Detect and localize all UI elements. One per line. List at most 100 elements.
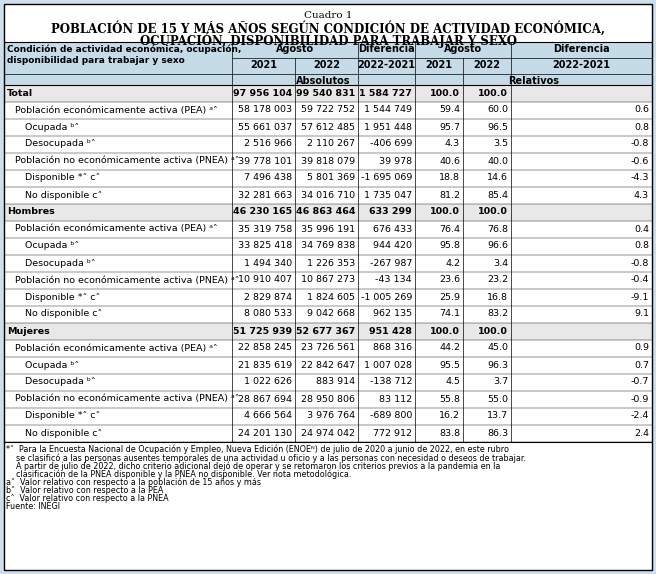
Text: Disponible *˄ c˄: Disponible *˄ c˄ (25, 293, 100, 301)
Text: 4.5: 4.5 (445, 378, 460, 386)
Text: 95.7: 95.7 (439, 122, 460, 131)
Text: Cuadro 1: Cuadro 1 (304, 11, 352, 20)
Text: -4.3: -4.3 (630, 173, 649, 183)
Text: 1 951 448: 1 951 448 (364, 122, 412, 131)
Text: 676 433: 676 433 (373, 224, 412, 234)
Text: -0.7: -0.7 (630, 378, 649, 386)
Text: Población no económicamente activa (PNEA) ᵃ˄: Población no económicamente activa (PNEA… (15, 276, 239, 285)
Text: -138 712: -138 712 (369, 378, 412, 386)
Text: 2022: 2022 (474, 60, 501, 70)
Text: 944 420: 944 420 (373, 242, 412, 250)
Text: 100.0: 100.0 (430, 327, 460, 335)
Text: 55 661 037: 55 661 037 (238, 122, 292, 131)
Text: 100.0: 100.0 (430, 207, 460, 216)
Text: 23.6: 23.6 (439, 276, 460, 285)
Text: 95.8: 95.8 (439, 242, 460, 250)
Text: 2 516 966: 2 516 966 (244, 139, 292, 149)
Text: 13.7: 13.7 (487, 412, 508, 421)
Text: a˄  Valor relativo con respecto a la población de 15 años y más: a˄ Valor relativo con respecto a la pobl… (6, 478, 261, 487)
Text: 76.4: 76.4 (439, 224, 460, 234)
Text: 28 867 694: 28 867 694 (238, 394, 292, 404)
Text: 0.4: 0.4 (634, 224, 649, 234)
Text: No disponible c˄: No disponible c˄ (25, 309, 102, 319)
Text: 96.6: 96.6 (487, 242, 508, 250)
Text: clasificación de la PNEA disponible y la PNEA no disponible. Ver nota metodológi: clasificación de la PNEA disponible y la… (6, 470, 352, 479)
Text: 1 735 047: 1 735 047 (364, 191, 412, 200)
Text: Agosto: Agosto (444, 44, 482, 54)
Text: Mujeres: Mujeres (7, 327, 50, 335)
Text: -43 134: -43 134 (375, 276, 412, 285)
Text: 14.6: 14.6 (487, 173, 508, 183)
Text: 10 867 273: 10 867 273 (301, 276, 355, 285)
Text: 1 226 353: 1 226 353 (307, 258, 355, 267)
Bar (4, 221, 652, 238)
Text: 32 281 663: 32 281 663 (237, 191, 292, 200)
Text: 0.8: 0.8 (634, 242, 649, 250)
Bar (4, 340, 652, 357)
Text: 0.9: 0.9 (634, 343, 649, 352)
Text: Población no económicamente activa (PNEA) ᵃ˄: Población no económicamente activa (PNEA… (15, 394, 239, 404)
Text: 55.8: 55.8 (439, 394, 460, 404)
Text: -689 800: -689 800 (369, 412, 412, 421)
Text: 86.3: 86.3 (487, 429, 508, 437)
Text: Población económicamente activa (PEA) ᵃ˄: Población económicamente activa (PEA) ᵃ˄ (15, 343, 218, 352)
Text: Población económicamente activa (PEA) ᵃ˄: Población económicamente activa (PEA) ᵃ˄ (15, 106, 218, 114)
Text: 81.2: 81.2 (439, 191, 460, 200)
Text: 35 319 758: 35 319 758 (237, 224, 292, 234)
Text: Hombres: Hombres (7, 207, 54, 216)
Text: 1 022 626: 1 022 626 (244, 378, 292, 386)
Bar (4, 42, 652, 85)
Text: 97 956 104: 97 956 104 (233, 88, 292, 98)
Text: Total: Total (7, 88, 33, 98)
Text: 33 825 418: 33 825 418 (237, 242, 292, 250)
Text: Relativos: Relativos (508, 76, 559, 86)
Text: 100.0: 100.0 (478, 327, 508, 335)
Text: 96.3: 96.3 (487, 360, 508, 370)
Text: 85.4: 85.4 (487, 191, 508, 200)
Bar (4, 102, 652, 119)
Text: Fuente: INEGI: Fuente: INEGI (6, 502, 60, 511)
Text: 16.2: 16.2 (439, 412, 460, 421)
Text: 51 725 939: 51 725 939 (233, 327, 292, 335)
Text: Disponible *˄ c˄: Disponible *˄ c˄ (25, 412, 100, 421)
Text: 40.6: 40.6 (439, 157, 460, 165)
Text: 633 299: 633 299 (369, 207, 412, 216)
Text: POBLACIÓN DE 15 Y MÁS AÑOS SEGÚN CONDICIÓN DE ACTIVIDAD ECONÓMICA,: POBLACIÓN DE 15 Y MÁS AÑOS SEGÚN CONDICI… (51, 21, 605, 36)
Text: 44.2: 44.2 (439, 343, 460, 352)
Text: 2022-2021: 2022-2021 (358, 60, 415, 70)
Text: -0.8: -0.8 (630, 258, 649, 267)
Text: -0.9: -0.9 (630, 394, 649, 404)
Text: 1 544 749: 1 544 749 (364, 106, 412, 114)
Text: Agosto: Agosto (276, 44, 314, 54)
Text: 772 912: 772 912 (373, 429, 412, 437)
Text: *˄  Para la Encuesta Nacional de Ocupación y Empleo, Nueva Edición (ENOEᴺ) de ju: *˄ Para la Encuesta Nacional de Ocupació… (6, 445, 509, 455)
Text: 55.0: 55.0 (487, 394, 508, 404)
Bar (4, 323, 652, 340)
Text: 951 428: 951 428 (369, 327, 412, 335)
Text: 21 835 619: 21 835 619 (238, 360, 292, 370)
Text: -0.4: -0.4 (630, 276, 649, 285)
Text: 868 316: 868 316 (373, 343, 412, 352)
Text: 76.8: 76.8 (487, 224, 508, 234)
Text: Desocupada ᵇ˄: Desocupada ᵇ˄ (25, 139, 96, 149)
Text: 28 950 806: 28 950 806 (301, 394, 355, 404)
Text: No disponible c˄: No disponible c˄ (25, 429, 102, 437)
Bar (4, 238, 652, 255)
Text: 1 494 340: 1 494 340 (244, 258, 292, 267)
Text: -2.4: -2.4 (630, 412, 649, 421)
Text: Desocupada ᵇ˄: Desocupada ᵇ˄ (25, 258, 96, 267)
Text: 95.5: 95.5 (439, 360, 460, 370)
Text: -0.6: -0.6 (630, 157, 649, 165)
Bar (4, 289, 652, 306)
Text: 1 007 028: 1 007 028 (364, 360, 412, 370)
Text: 39 818 079: 39 818 079 (301, 157, 355, 165)
Text: 2022: 2022 (313, 60, 340, 70)
Text: 40.0: 40.0 (487, 157, 508, 165)
Text: 35 996 191: 35 996 191 (301, 224, 355, 234)
Text: 100.0: 100.0 (478, 207, 508, 216)
Text: 2.4: 2.4 (634, 429, 649, 437)
Text: 0.8: 0.8 (634, 122, 649, 131)
Text: Desocupada ᵇ˄: Desocupada ᵇ˄ (25, 378, 96, 386)
Text: -9.1: -9.1 (630, 293, 649, 301)
Text: 60.0: 60.0 (487, 106, 508, 114)
